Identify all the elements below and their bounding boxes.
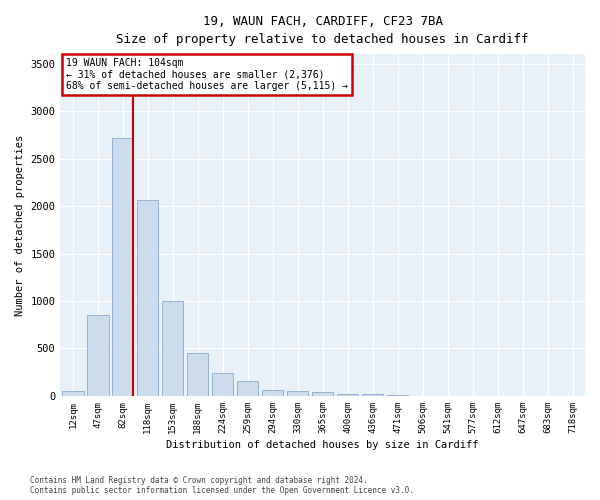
- Bar: [312, 392, 334, 396]
- Bar: [362, 394, 383, 396]
- Title: 19, WAUN FACH, CARDIFF, CF23 7BA
Size of property relative to detached houses in: 19, WAUN FACH, CARDIFF, CF23 7BA Size of…: [116, 15, 529, 46]
- Bar: [162, 301, 184, 396]
- Bar: [137, 200, 158, 396]
- Bar: [262, 390, 283, 396]
- X-axis label: Distribution of detached houses by size in Cardiff: Distribution of detached houses by size …: [166, 440, 479, 450]
- Bar: [212, 372, 233, 396]
- Text: Contains HM Land Registry data © Crown copyright and database right 2024.
Contai: Contains HM Land Registry data © Crown c…: [30, 476, 414, 495]
- Y-axis label: Number of detached properties: Number of detached properties: [15, 134, 25, 316]
- Bar: [187, 353, 208, 396]
- Bar: [62, 390, 83, 396]
- Bar: [87, 315, 109, 396]
- Bar: [112, 138, 133, 396]
- Bar: [237, 381, 259, 396]
- Text: 19 WAUN FACH: 104sqm
← 31% of detached houses are smaller (2,376)
68% of semi-de: 19 WAUN FACH: 104sqm ← 31% of detached h…: [65, 58, 347, 90]
- Bar: [287, 391, 308, 396]
- Bar: [337, 394, 358, 396]
